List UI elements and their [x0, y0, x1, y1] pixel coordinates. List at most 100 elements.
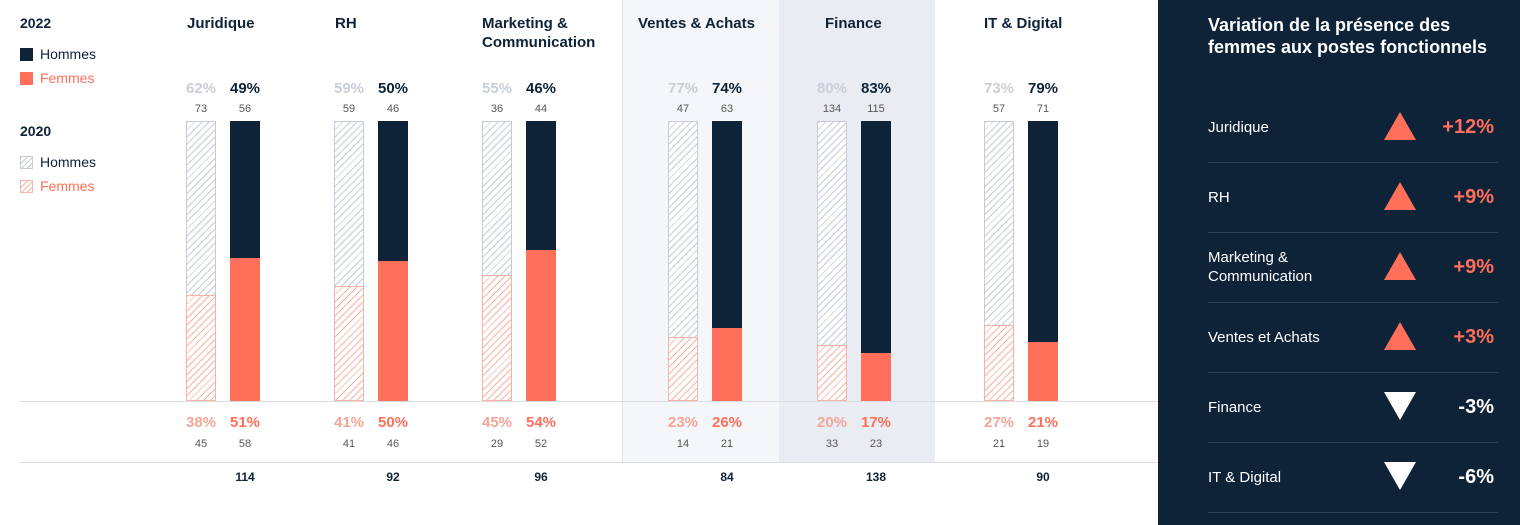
count-2022-hommes: 63 — [720, 103, 734, 115]
total-2022: 114 — [235, 470, 255, 484]
legend-women-2020-label: Femmes — [40, 178, 95, 194]
category-title-line: Ventes & Achats — [638, 15, 755, 32]
bar-2022-femmes — [230, 258, 260, 401]
bar-2022-hommes — [861, 121, 891, 354]
bar-2020-hommes — [984, 121, 1014, 326]
baseline — [20, 401, 1158, 402]
category-title: Ventes & Achats — [638, 14, 755, 33]
total-2022: 92 — [386, 470, 400, 484]
count-2020-hommes: 59 — [342, 103, 356, 115]
swatch-women-2020 — [20, 179, 33, 193]
pct-2020-femmes: 45% — [481, 414, 513, 431]
triangle-up-icon — [1384, 322, 1416, 350]
triangle-up-icon — [1384, 182, 1416, 210]
pct-2022-femmes: 26% — [711, 414, 743, 431]
total-2022: 96 — [534, 470, 548, 484]
pct-2020-femmes: 41% — [333, 414, 365, 431]
pct-2022-hommes: 49% — [229, 80, 261, 97]
pct-2022-hommes: 50% — [377, 80, 409, 97]
pct-2020-hommes: 73% — [983, 80, 1015, 97]
legend-men-2022: Hommes — [20, 46, 96, 62]
swatch-men-2022 — [20, 47, 33, 61]
bar-2020-femmes — [334, 286, 364, 401]
category-title-line: RH — [335, 15, 357, 32]
total-2022: 84 — [720, 470, 734, 484]
variation-row: RH +9% — [1208, 162, 1498, 233]
bar-2022-femmes — [378, 261, 408, 401]
legend-year-2022: 2022 — [20, 15, 52, 31]
bar-2020-femmes — [482, 275, 512, 401]
bar-2022-hommes — [712, 121, 742, 329]
variation-row: Finance -3% — [1208, 372, 1498, 443]
pct-2022-hommes: 83% — [860, 80, 892, 97]
category-title: Marketing & Communication — [482, 14, 595, 52]
swatch-women-2022 — [20, 71, 33, 85]
bar-2020-hommes — [817, 121, 847, 345]
variation-row: Ventes et Achats +3% — [1208, 302, 1498, 373]
count-2020-femmes: 21 — [992, 438, 1006, 450]
count-2020-hommes: 73 — [194, 103, 208, 115]
pct-2020-hommes: 77% — [667, 80, 699, 97]
bar-2022-femmes — [1028, 342, 1058, 401]
legend-year-2020: 2020 — [20, 123, 52, 139]
bar-2020-hommes — [186, 121, 216, 295]
variation-label: Marketing & Communication — [1208, 249, 1313, 285]
panel-finance — [779, 0, 935, 463]
count-2020-hommes: 36 — [490, 103, 504, 115]
category-title-line: IT & Digital — [984, 15, 1063, 32]
variation-panel: Variation de la présence des femmes aux … — [1158, 0, 1520, 525]
bar-2022-hommes — [230, 121, 260, 259]
variation-label: Ventes et Achats — [1208, 328, 1320, 346]
count-2022-femmes: 46 — [386, 438, 400, 450]
count-2020-hommes: 134 — [822, 103, 842, 115]
category-title-line: Finance — [825, 15, 882, 32]
variation-value: +3% — [1453, 325, 1494, 348]
category-title: IT & Digital — [984, 14, 1062, 33]
variation-value: -6% — [1458, 465, 1494, 488]
pct-2022-hommes: 79% — [1027, 80, 1059, 97]
variation-value: +9% — [1453, 185, 1494, 208]
count-2022-femmes: 19 — [1036, 438, 1050, 450]
bar-2022-femmes — [526, 249, 556, 401]
bar-2020-femmes — [817, 345, 847, 401]
count-2020-femmes: 33 — [825, 438, 839, 450]
category-title: RH — [335, 14, 357, 33]
count-2022-femmes: 58 — [238, 438, 252, 450]
pct-2022-hommes: 46% — [525, 80, 557, 97]
legend-men-2020: Hommes — [20, 154, 96, 170]
count-2020-hommes: 47 — [676, 103, 690, 115]
bar-2022-femmes — [712, 328, 742, 401]
bar-2022-hommes — [526, 121, 556, 250]
variation-label: Juridique — [1208, 118, 1269, 136]
triangle-up-icon — [1384, 252, 1416, 280]
variation-value: +12% — [1442, 115, 1494, 138]
pct-2020-femmes: 38% — [185, 414, 217, 431]
total-2022: 138 — [865, 470, 887, 484]
bar-2022-femmes — [861, 353, 891, 401]
variation-row: Marketing & Communication +9% — [1208, 232, 1498, 303]
count-2022-hommes: 44 — [534, 103, 548, 115]
pct-2022-femmes: 51% — [229, 414, 261, 431]
variation-value: -3% — [1458, 395, 1494, 418]
swatch-men-2020 — [20, 155, 33, 169]
bar-2020-hommes — [482, 121, 512, 275]
count-2022-hommes: 56 — [238, 103, 252, 115]
pct-2022-femmes: 50% — [377, 414, 409, 431]
variation-row: Juridique +12% — [1208, 92, 1498, 163]
count-2022-femmes: 52 — [534, 438, 548, 450]
bar-2020-femmes — [186, 294, 216, 401]
bar-2020-hommes — [668, 121, 698, 337]
pct-2020-femmes: 27% — [983, 414, 1015, 431]
count-2022-hommes: 115 — [867, 103, 885, 115]
count-2020-femmes: 41 — [342, 438, 356, 450]
legend-women-2020: Femmes — [20, 178, 94, 194]
totals-divider — [20, 462, 1158, 463]
panel-ventes-achats — [622, 0, 779, 463]
legend-men-2022-label: Hommes — [40, 46, 97, 62]
pct-2022-femmes: 17% — [860, 414, 892, 431]
category-title: Juridique — [187, 14, 255, 33]
variation-label: RH — [1208, 188, 1230, 206]
triangle-down-icon — [1384, 392, 1416, 420]
count-2020-femmes: 45 — [194, 438, 208, 450]
count-2022-hommes: 71 — [1036, 103, 1050, 115]
